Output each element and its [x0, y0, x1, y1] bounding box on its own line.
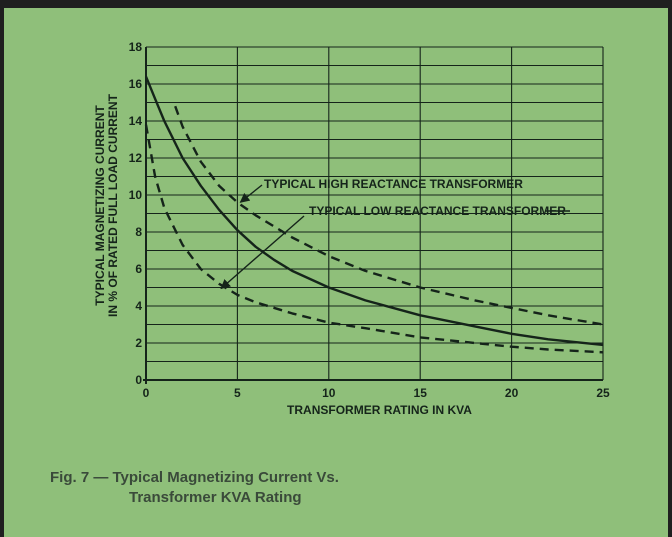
series-low-reactance [144, 124, 604, 354]
figure-caption: Fig. 7 — Typical Magnetizing Current Vs.… [50, 468, 339, 508]
y-axis-label: TYPICAL MAGNETIZING CURRENT IN % OF RATED… [93, 93, 120, 317]
y-tick-label: 14 [129, 114, 143, 128]
tick-labels: 0 2 4 6 8 10 12 14 16 18 0 5 10 15 20 25 [129, 40, 610, 400]
series-lines [144, 76, 604, 354]
annotation-high-leader [239, 184, 263, 203]
x-tick-label: 20 [505, 386, 519, 400]
magnetizing-current-chart: 0 2 4 6 8 10 12 14 16 18 0 5 10 15 20 25 TYPICAL HIGH R… [93, 40, 610, 417]
figure-panel: 0 2 4 6 8 10 12 14 16 18 0 5 10 15 20 25 TYPICAL HIGH R… [4, 8, 668, 537]
annotation-low-leader [220, 215, 305, 290]
x-tick-label: 15 [414, 386, 428, 400]
annotation-high-reactance: TYPICAL HIGH REACTANCE TRANSFORMER [264, 177, 523, 191]
x-tick-label: 5 [234, 386, 241, 400]
x-axis-label: TRANSFORMER RATING IN KVA [287, 403, 472, 417]
caption-line-2: Transformer KVA Rating [129, 489, 302, 506]
x-tick-label: 10 [322, 386, 336, 400]
y-tick-label: 2 [135, 336, 142, 350]
y-tick-label: 8 [135, 225, 142, 239]
y-axis-label-line: TYPICAL MAGNETIZING CURRENT [93, 105, 107, 306]
y-axis-label-line: IN % OF RATED FULL LOAD CURRENT [106, 93, 120, 317]
x-tick-label: 25 [596, 386, 610, 400]
y-tick-label: 4 [135, 299, 142, 313]
y-tick-label: 18 [129, 40, 143, 54]
y-tick-label: 16 [129, 77, 143, 91]
y-tick-label: 12 [129, 151, 143, 165]
series-high-reactance [174, 105, 604, 326]
y-tick-label: 10 [129, 188, 143, 202]
series-standard [144, 76, 604, 347]
annotation-low-reactance: TYPICAL LOW REACTANCE TRANSFORMER [309, 204, 566, 218]
x-tick-label: 0 [143, 386, 150, 400]
y-tick-label: 6 [135, 262, 142, 276]
y-tick-label: 0 [135, 373, 142, 387]
caption-line-1: Fig. 7 — Typical Magnetizing Current Vs. [50, 469, 339, 486]
annotations: TYPICAL HIGH REACTANCE TRANSFORMER TYPICA… [220, 177, 570, 290]
